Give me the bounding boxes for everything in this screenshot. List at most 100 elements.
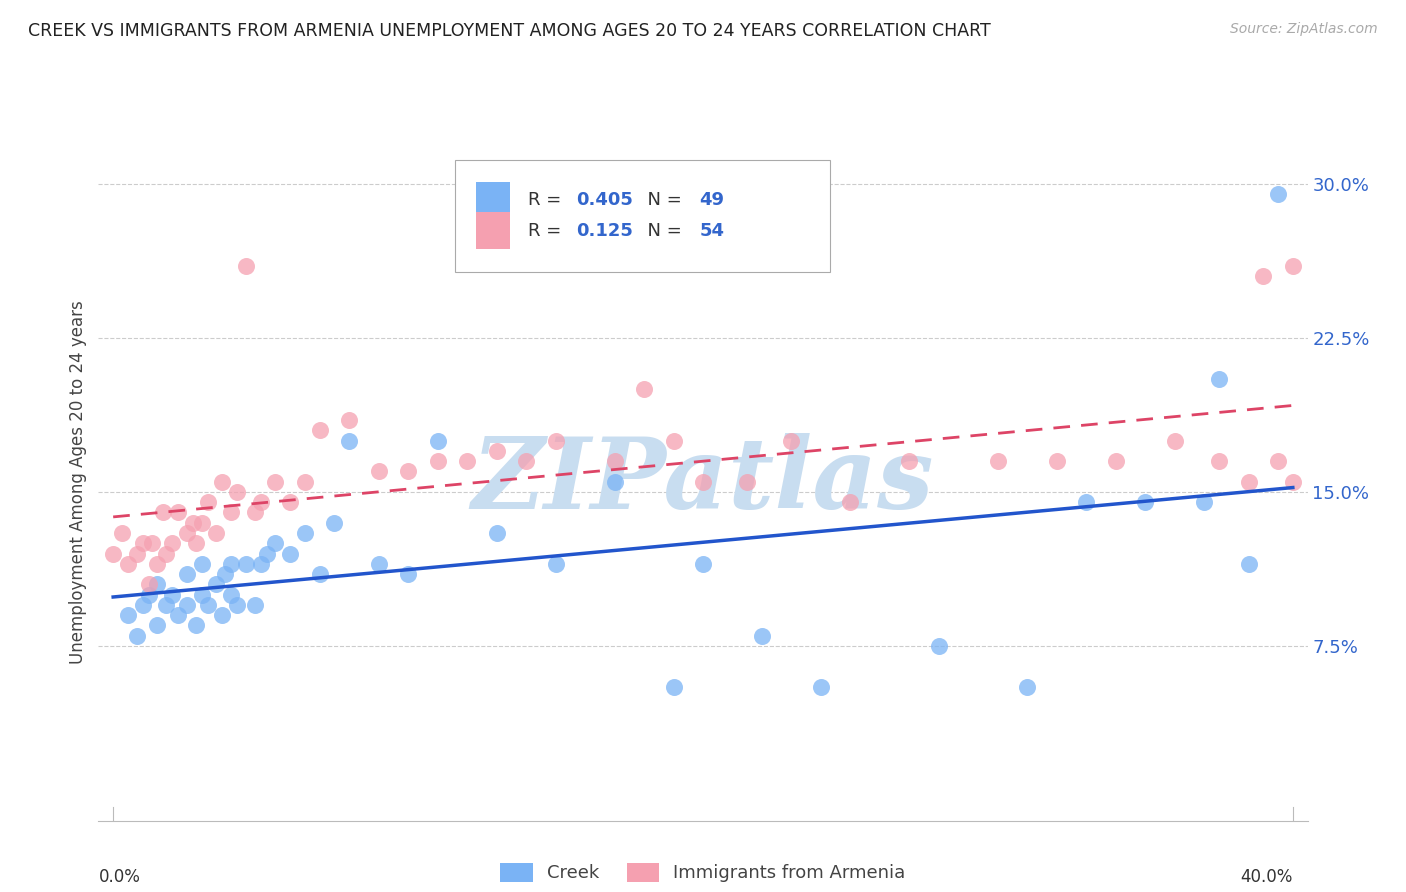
Point — [1237, 475, 1260, 489]
Point — [152, 506, 174, 520]
Point — [190, 557, 212, 571]
Point — [219, 506, 242, 520]
Point — [367, 464, 389, 478]
Point — [1267, 187, 1289, 202]
Point — [155, 598, 177, 612]
Point — [235, 259, 257, 273]
Point — [544, 557, 567, 571]
Point — [839, 495, 862, 509]
Point — [1135, 495, 1157, 509]
Text: 49: 49 — [699, 192, 724, 210]
Point — [235, 557, 257, 571]
Point — [1208, 372, 1230, 386]
Point — [692, 475, 714, 489]
Point — [278, 547, 301, 561]
Point — [544, 434, 567, 448]
Point — [181, 516, 204, 530]
Point — [125, 547, 148, 561]
Point — [211, 475, 233, 489]
Text: 0.125: 0.125 — [576, 222, 633, 240]
Point — [243, 506, 266, 520]
Point — [146, 557, 169, 571]
Text: 40.0%: 40.0% — [1240, 868, 1294, 886]
Point — [633, 382, 655, 396]
Point — [426, 434, 449, 448]
Point — [138, 577, 160, 591]
Point — [184, 536, 207, 550]
Point — [256, 547, 278, 561]
Text: Source: ZipAtlas.com: Source: ZipAtlas.com — [1230, 22, 1378, 37]
FancyBboxPatch shape — [475, 182, 509, 219]
Point — [131, 536, 153, 550]
Point — [337, 434, 360, 448]
FancyBboxPatch shape — [456, 160, 830, 271]
Point — [197, 495, 219, 509]
Point — [167, 608, 190, 623]
Text: N =: N = — [637, 222, 688, 240]
Point — [987, 454, 1010, 468]
Point — [176, 598, 198, 612]
Point — [278, 495, 301, 509]
Point — [396, 567, 419, 582]
Text: ZIPatlas: ZIPatlas — [472, 434, 934, 530]
Point — [485, 526, 508, 541]
Point — [167, 506, 190, 520]
Point — [160, 536, 183, 550]
Point — [197, 598, 219, 612]
Point — [323, 516, 346, 530]
Point — [146, 618, 169, 632]
Y-axis label: Unemployment Among Ages 20 to 24 years: Unemployment Among Ages 20 to 24 years — [69, 300, 87, 664]
Point — [603, 475, 626, 489]
Text: R =: R = — [527, 192, 567, 210]
Point — [1253, 269, 1275, 284]
Point — [176, 567, 198, 582]
Point — [214, 567, 236, 582]
Point — [396, 464, 419, 478]
Point — [219, 588, 242, 602]
Point — [101, 547, 124, 561]
Point — [160, 588, 183, 602]
Point — [367, 557, 389, 571]
Point — [515, 454, 537, 468]
Text: 0.0%: 0.0% — [98, 868, 141, 886]
Point — [1208, 454, 1230, 468]
Point — [125, 629, 148, 643]
Point — [243, 598, 266, 612]
Point — [308, 423, 330, 437]
Point — [226, 485, 249, 500]
Point — [249, 495, 271, 509]
Point — [138, 588, 160, 602]
Point — [662, 434, 685, 448]
Text: N =: N = — [637, 192, 688, 210]
Point — [264, 536, 287, 550]
FancyBboxPatch shape — [475, 212, 509, 250]
Point — [308, 567, 330, 582]
Point — [226, 598, 249, 612]
Point — [111, 526, 134, 541]
Point — [928, 639, 950, 653]
Point — [155, 547, 177, 561]
Point — [176, 526, 198, 541]
Text: R =: R = — [527, 222, 572, 240]
Point — [205, 577, 228, 591]
Point — [184, 618, 207, 632]
Point — [662, 680, 685, 694]
Point — [141, 536, 163, 550]
Point — [751, 629, 773, 643]
Point — [1237, 557, 1260, 571]
Point — [249, 557, 271, 571]
Point — [1164, 434, 1187, 448]
Point — [294, 475, 316, 489]
Point — [211, 608, 233, 623]
Point — [294, 526, 316, 541]
Point — [426, 454, 449, 468]
Point — [131, 598, 153, 612]
Point — [692, 557, 714, 571]
Point — [264, 475, 287, 489]
Point — [1282, 259, 1305, 273]
Point — [205, 526, 228, 541]
Point — [898, 454, 921, 468]
Point — [146, 577, 169, 591]
Point — [456, 454, 478, 468]
Point — [219, 557, 242, 571]
